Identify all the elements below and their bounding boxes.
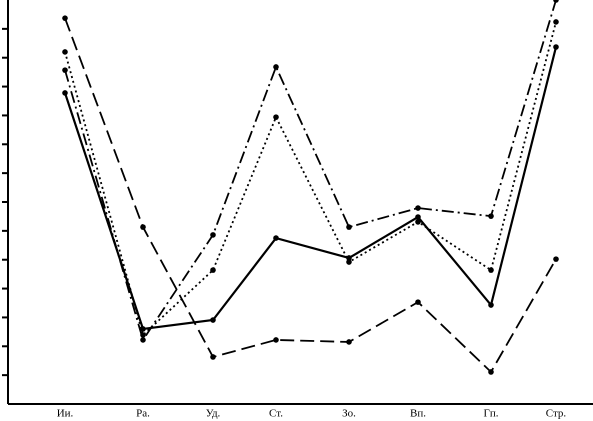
point: [488, 213, 494, 219]
point: [415, 219, 421, 225]
point: [62, 15, 68, 21]
point: [553, 256, 559, 262]
point: [553, 19, 559, 25]
point: [210, 317, 216, 323]
point: [346, 259, 352, 265]
point: [273, 64, 279, 70]
x-tick-label: Стр.: [546, 408, 567, 420]
point: [273, 114, 279, 120]
x-tick-label: Ра.: [136, 408, 150, 420]
point: [140, 332, 146, 338]
point: [273, 337, 279, 343]
point: [140, 337, 146, 343]
point: [140, 224, 146, 230]
point: [415, 299, 421, 305]
point: [210, 354, 216, 360]
series-line: [63, 46, 558, 331]
point: [553, 44, 559, 50]
point: [62, 90, 68, 96]
point: [273, 235, 279, 241]
x-tick-label: Ии.: [57, 408, 74, 420]
point: [553, 0, 559, 3]
point: [346, 255, 352, 261]
point: [488, 302, 494, 308]
point: [415, 214, 421, 220]
point: [488, 267, 494, 273]
point: [210, 267, 216, 273]
point: [210, 232, 216, 238]
x-tick-label: Ст.: [269, 408, 283, 420]
point: [346, 339, 352, 345]
x-tick-label: Зо.: [342, 408, 356, 420]
point: [62, 67, 68, 73]
point: [346, 224, 352, 230]
series-line: [64, 17, 557, 374]
x-tick-label: Гп.: [484, 408, 499, 420]
point: [488, 369, 494, 375]
point: [62, 49, 68, 55]
series-line: [64, 21, 557, 337]
x-tick-label: Уд.: [206, 408, 221, 420]
x-tick-label: Вп.: [410, 408, 426, 420]
series-line: [64, 0, 557, 343]
point: [415, 205, 421, 211]
